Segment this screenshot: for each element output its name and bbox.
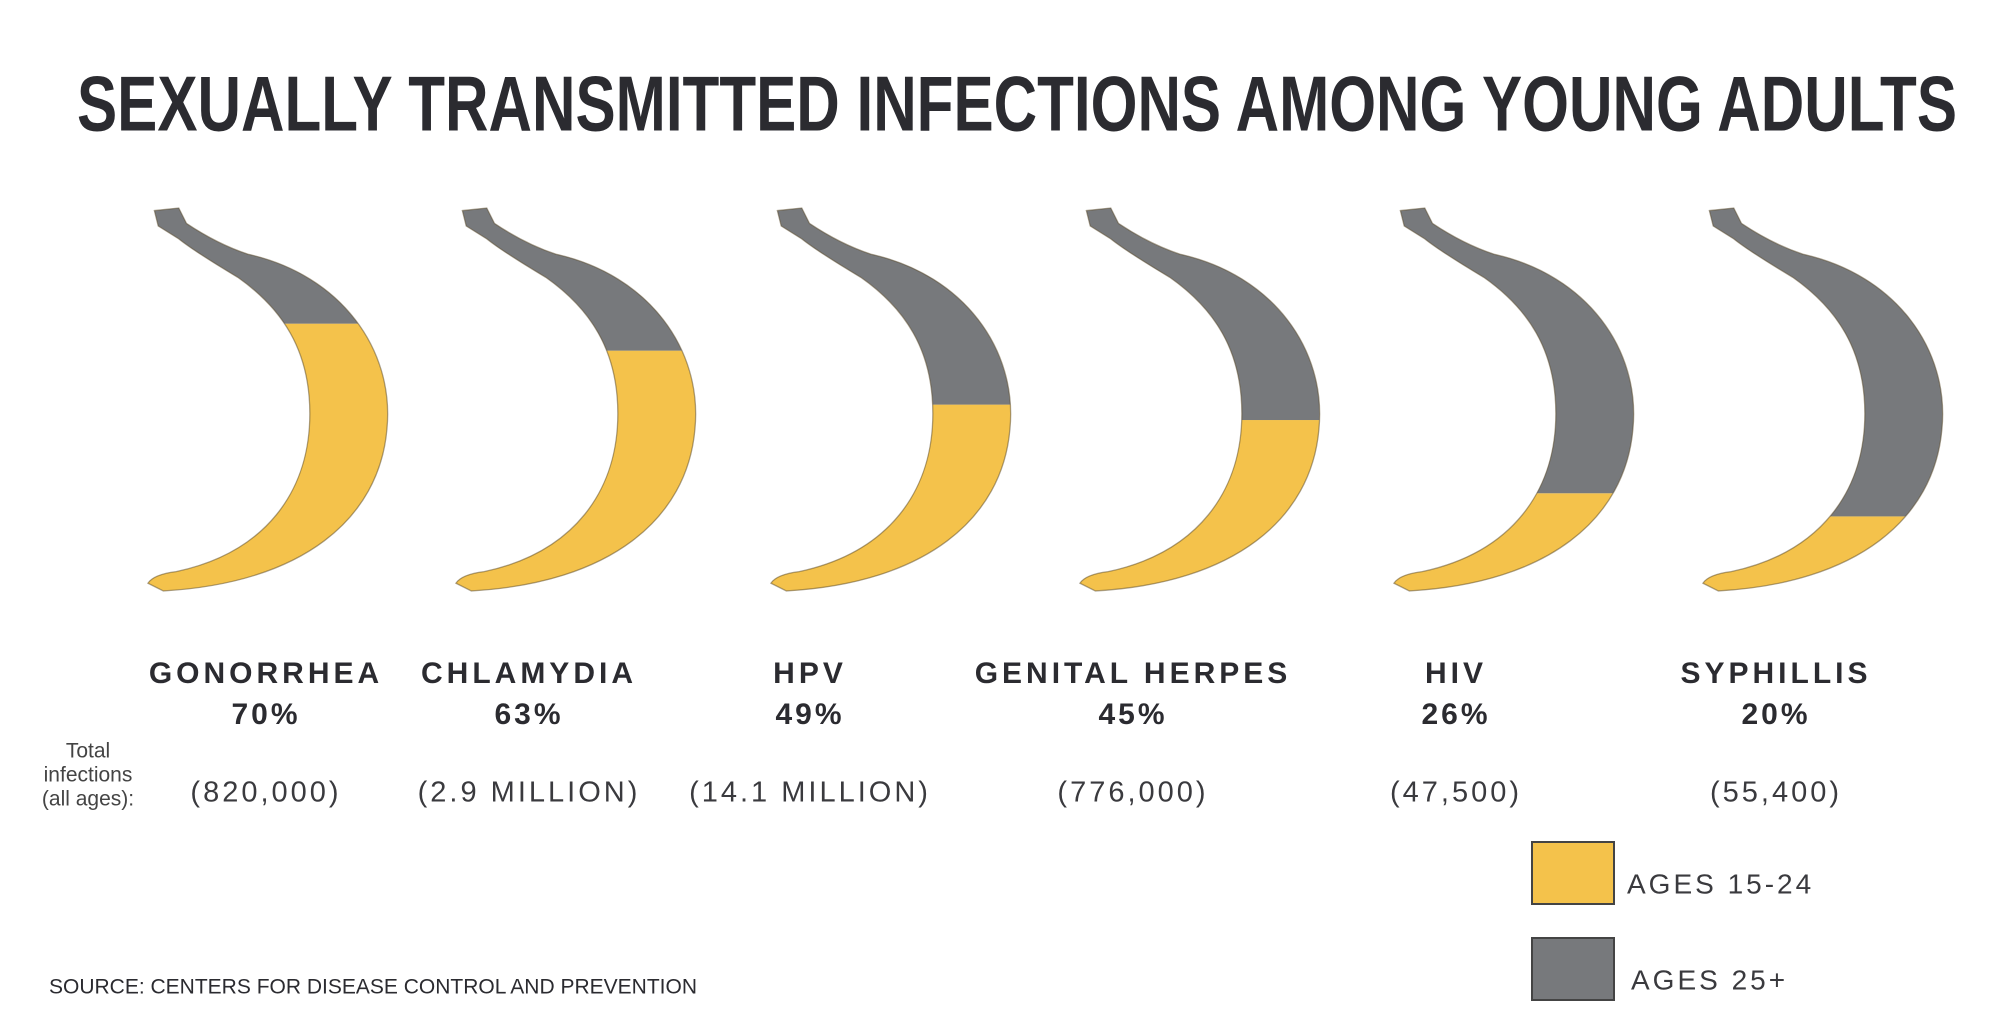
category-label: GENITAL HERPES: [975, 657, 1292, 690]
segment-older: [1079, 208, 1320, 421]
banana: [455, 208, 696, 591]
category-label: HPV: [773, 657, 847, 690]
totals-caption: infections: [44, 764, 133, 787]
percent-label: 70%: [231, 698, 300, 731]
segment-young: [770, 404, 1011, 591]
segment-young: [455, 350, 696, 591]
banana: [770, 208, 1011, 591]
percent-label: 49%: [775, 698, 844, 731]
totals-caption: Total: [66, 740, 110, 763]
segment-older: [1393, 208, 1634, 494]
chart-title: SEXUALLY TRANSMITTED INFECTIONS AMONG YO…: [77, 60, 1957, 148]
legend-swatch: [1531, 937, 1615, 1001]
banana: [1393, 208, 1634, 591]
segment-young: [1393, 493, 1634, 591]
banana-outline: [454, 207, 697, 592]
total-label: (820,000): [190, 777, 341, 809]
category-label: HIV: [1425, 657, 1487, 690]
banana-outline: [146, 207, 389, 592]
percent-label: 20%: [1741, 698, 1810, 731]
segment-young: [147, 323, 388, 591]
segment-older: [455, 208, 696, 351]
total-label: (776,000): [1057, 777, 1208, 809]
segment-older: [147, 208, 388, 324]
totals-caption: (all ages):: [42, 788, 134, 811]
segment-young: [1702, 516, 1943, 591]
banana-outline: [769, 207, 1012, 592]
total-label: (14.1 MILLION): [689, 777, 931, 809]
segment-older: [770, 208, 1011, 405]
percent-label: 63%: [494, 698, 563, 731]
segment-older: [1702, 208, 1943, 517]
source: SOURCE: CENTERS FOR DISEASE CONTROL AND …: [49, 976, 697, 999]
category-label: GONORRHEA: [149, 657, 383, 690]
legend-label: AGES 25+: [1631, 964, 1788, 995]
percent-label: 26%: [1421, 698, 1490, 731]
banana: [1702, 208, 1943, 591]
legend-label: AGES 15-24: [1627, 868, 1814, 899]
total-label: (47,500): [1390, 777, 1522, 809]
banana-outline: [1392, 207, 1635, 592]
banana: [1079, 208, 1320, 591]
banana: [147, 208, 388, 591]
total-label: (55,400): [1710, 777, 1842, 809]
banana-outline: [1701, 207, 1944, 592]
banana-outline: [1078, 207, 1321, 592]
total-label: (2.9 MILLION): [418, 777, 641, 809]
category-label: SYPHILLIS: [1680, 657, 1871, 690]
percent-label: 45%: [1098, 698, 1167, 731]
legend-swatch: [1531, 841, 1615, 905]
category-label: CHLAMYDIA: [421, 657, 637, 690]
